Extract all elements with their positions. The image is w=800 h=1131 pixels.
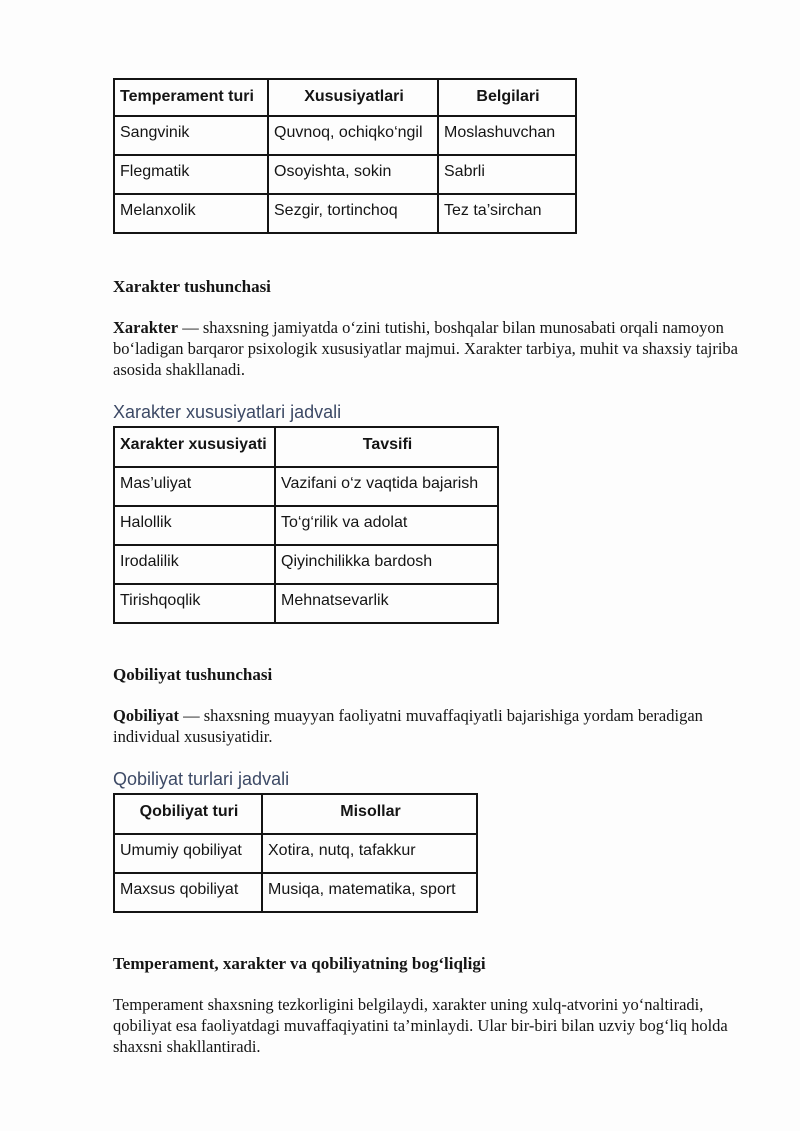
table-row: Halollik To‘g‘rilik va adolat [113,505,499,546]
cell-trait: Irodalilik [113,544,276,585]
table-row: Irodalilik Qiyinchilikka bardosh [113,544,499,585]
lead-word-character: Xarakter [113,318,179,337]
cell-trait: Tirishqoqlik [113,583,276,624]
temperament-table: Temperament turi Xususiyatlari Belgilari… [113,78,577,234]
paragraph-ability-text: — shaxsning muayyan faoliyatni muvaffaqi… [113,706,703,746]
column-header-temperament-turi: Temperament turi [113,78,269,117]
table-header-row: Qobiliyat turi Misollar [113,793,478,835]
cell-description: To‘g‘rilik va adolat [274,505,499,546]
cell-features: Quvnoq, ochiqko‘ngil [267,115,439,156]
cell-ability-type: Maxsus qobiliyat [113,872,263,913]
table-row: Sangvinik Quvnoq, ochiqko‘ngil Moslashuv… [113,115,577,156]
table-row: Maxsus qobiliyat Musiqa, matematika, spo… [113,872,478,913]
table-row: Melanxolik Sezgir, tortinchoq Tez ta’sir… [113,193,577,234]
cell-trait: Halollik [113,505,276,546]
column-header-tavsifi: Tavsifi [274,426,499,468]
table-row: Mas’uliyat Vazifani o‘z vaqtida bajarish [113,466,499,507]
cell-trait: Mas’uliyat [113,466,276,507]
table-header-row: Xarakter xususiyati Tavsifi [113,426,499,468]
cell-temperament-type: Melanxolik [113,193,269,234]
column-header-qobiliyat-turi: Qobiliyat turi [113,793,263,835]
table-row: Umumiy qobiliyat Xotira, nutq, tafakkur [113,833,478,874]
section-heading-ability: Qobiliyat tushunchasi [113,665,273,684]
section-heading-link: Temperament, xarakter va qobiliyatning b… [113,954,486,973]
cell-ability-type: Umumiy qobiliyat [113,833,263,874]
cell-features: Sezgir, tortinchoq [267,193,439,234]
cell-examples: Musiqa, matematika, sport [261,872,478,913]
cell-temperament-type: Sangvinik [113,115,269,156]
cell-description: Mehnatsevarlik [274,583,499,624]
table-row: Flegmatik Osoyishta, sokin Sabrli [113,154,577,195]
document-content: Temperament turi Xususiyatlari Belgilari… [113,78,753,1056]
table-row: Tirishqoqlik Mehnatsevarlik [113,583,499,624]
ability-types-table: Qobiliyat turi Misollar Umumiy qobiliyat… [113,793,478,913]
table-title-ability: Qobiliyat turlari jadvali [113,769,290,789]
paragraph-character-text: — shaxsning jamiyatda o‘zini tutishi, bo… [113,318,739,379]
paragraph-link: Temperament shaxsning tezkorligini belgi… [113,995,728,1056]
cell-signs: Sabrli [437,154,577,195]
column-header-belgilari: Belgilari [437,78,577,117]
column-header-misollar: Misollar [261,793,478,835]
paragraph-character: Xarakter — shaxsning jamiyatda o‘zini tu… [113,317,753,380]
table-header-row: Temperament turi Xususiyatlari Belgilari [113,78,577,117]
lead-word-ability: Qobiliyat [113,706,180,725]
cell-temperament-type: Flegmatik [113,154,269,195]
section-heading-character: Xarakter tushunchasi [113,277,271,296]
column-header-xarakter-xususiyati: Xarakter xususiyati [113,426,276,468]
cell-description: Vazifani o‘z vaqtida bajarish [274,466,499,507]
paragraph-ability: Qobiliyat — shaxsning muayyan faoliyatni… [113,705,753,747]
cell-features: Osoyishta, sokin [267,154,439,195]
column-header-xususiyatlari: Xususiyatlari [267,78,439,117]
cell-signs: Tez ta’sirchan [437,193,577,234]
table-title-character: Xarakter xususiyatlari jadvali [113,402,342,422]
cell-signs: Moslashuvchan [437,115,577,156]
character-traits-table: Xarakter xususiyati Tavsifi Mas’uliyat V… [113,426,499,624]
cell-examples: Xotira, nutq, tafakkur [261,833,478,874]
cell-description: Qiyinchilikka bardosh [274,544,499,585]
